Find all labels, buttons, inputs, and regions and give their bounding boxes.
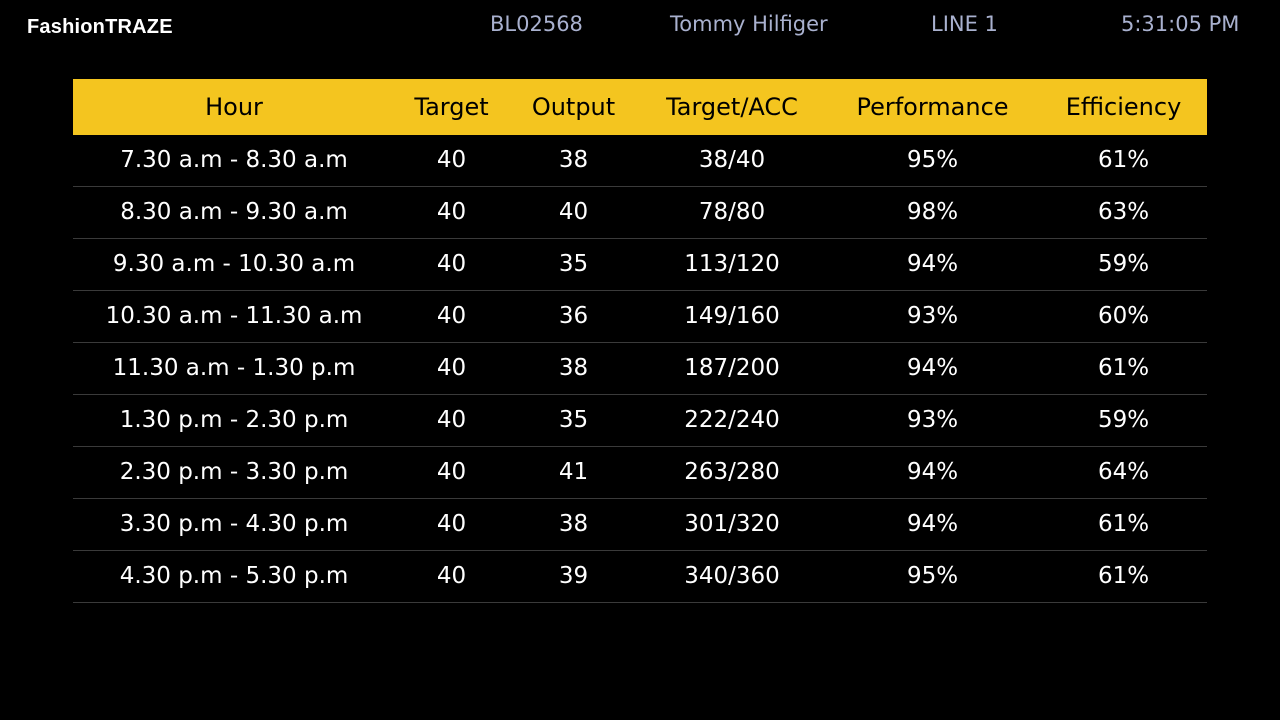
- cell-performance: 98%: [906, 199, 959, 225]
- table-row: 3.30 p.m - 4.30 p.m 40 38 301/320 94% 61%: [73, 499, 1207, 551]
- column-header-efficiency: Efficiency: [1065, 93, 1182, 121]
- cell-target-acc: 113/120: [684, 251, 780, 277]
- cell-target: 40: [436, 251, 467, 277]
- cell-output: 35: [558, 251, 589, 277]
- table-body: 7.30 a.m - 8.30 a.m 40 38 38/40 95% 61% 8.30 a…: [73, 135, 1207, 603]
- top-bar: FashionTRAZE BL02568 Tommy Hilfiger LINE…: [0, 0, 1280, 56]
- table-row: 2.30 p.m - 3.30 p.m 40 41 263/280 94% 64%: [73, 447, 1207, 499]
- cell-efficiency: 60%: [1097, 303, 1150, 329]
- table-row: 4.30 p.m - 5.30 p.m 40 39 340/360 95% 61%: [73, 551, 1207, 603]
- cell-performance: 94%: [906, 459, 959, 485]
- table-row: 10.30 a.m - 11.30 a.m 40 36 149/160 93% 60%: [73, 291, 1207, 343]
- table-row: 8.30 a.m - 9.30 a.m 40 40 78/80 98% 63%: [73, 187, 1207, 239]
- buyer-name: Tommy Hilfiger: [670, 12, 828, 36]
- cell-hour: 8.30 a.m - 9.30 a.m: [120, 199, 348, 225]
- cell-output: 36: [558, 303, 589, 329]
- hourly-production-table: Hour Target Output Target/ACC Performanc…: [73, 79, 1207, 603]
- column-header-target-acc: Target/ACC: [666, 93, 798, 121]
- column-header-performance: Performance: [856, 93, 1009, 121]
- column-header-output: Output: [531, 93, 616, 121]
- cell-target: 40: [436, 459, 467, 485]
- cell-hour: 2.30 p.m - 3.30 p.m: [119, 459, 349, 485]
- cell-performance: 93%: [906, 303, 959, 329]
- cell-target-acc: 222/240: [684, 407, 780, 433]
- cell-efficiency: 64%: [1097, 459, 1150, 485]
- table-row: 9.30 a.m - 10.30 a.m 40 35 113/120 94% 59%: [73, 239, 1207, 291]
- cell-target: 40: [436, 407, 467, 433]
- cell-efficiency: 61%: [1097, 511, 1150, 537]
- cell-target-acc: 263/280: [684, 459, 780, 485]
- cell-target: 40: [436, 303, 467, 329]
- cell-target: 40: [436, 511, 467, 537]
- cell-hour: 7.30 a.m - 8.30 a.m: [120, 147, 348, 173]
- table-row: 11.30 a.m - 1.30 p.m 40 38 187/200 94% 61%: [73, 343, 1207, 395]
- cell-target-acc: 187/200: [684, 355, 780, 381]
- table-row: 1.30 p.m - 2.30 p.m 40 35 222/240 93% 59%: [73, 395, 1207, 447]
- cell-output: 41: [558, 459, 589, 485]
- cell-target: 40: [436, 563, 467, 589]
- cell-performance: 94%: [906, 251, 959, 277]
- cell-target: 40: [436, 147, 467, 173]
- cell-output: 38: [558, 511, 589, 537]
- cell-output: 39: [558, 563, 589, 589]
- cell-efficiency: 63%: [1097, 199, 1150, 225]
- cell-efficiency: 59%: [1097, 251, 1150, 277]
- cell-target: 40: [436, 199, 467, 225]
- cell-efficiency: 61%: [1097, 147, 1150, 173]
- cell-output: 38: [558, 355, 589, 381]
- cell-performance: 95%: [906, 147, 959, 173]
- table-row: 7.30 a.m - 8.30 a.m 40 38 38/40 95% 61%: [73, 135, 1207, 187]
- cell-output: 40: [558, 199, 589, 225]
- order-number: BL02568: [490, 12, 583, 36]
- cell-hour: 3.30 p.m - 4.30 p.m: [119, 511, 349, 537]
- brand-logo: FashionTRAZE: [27, 16, 173, 38]
- cell-hour: 9.30 a.m - 10.30 a.m: [112, 251, 356, 277]
- cell-performance: 94%: [906, 355, 959, 381]
- cell-target-acc: 340/360: [684, 563, 780, 589]
- cell-target-acc: 149/160: [684, 303, 780, 329]
- column-header-target: Target: [414, 93, 489, 121]
- cell-hour: 11.30 a.m - 1.30 p.m: [112, 355, 356, 381]
- cell-output: 35: [558, 407, 589, 433]
- cell-hour: 4.30 p.m - 5.30 p.m: [119, 563, 349, 589]
- cell-target-acc: 301/320: [684, 511, 780, 537]
- cell-target-acc: 38/40: [698, 147, 766, 173]
- cell-output: 38: [558, 147, 589, 173]
- cell-hour: 1.30 p.m - 2.30 p.m: [119, 407, 349, 433]
- column-header-hour: Hour: [205, 93, 263, 121]
- cell-efficiency: 59%: [1097, 407, 1150, 433]
- cell-efficiency: 61%: [1097, 563, 1150, 589]
- line-label: LINE 1: [931, 12, 998, 36]
- cell-hour: 10.30 a.m - 11.30 a.m: [105, 303, 363, 329]
- cell-target-acc: 78/80: [698, 199, 766, 225]
- cell-efficiency: 61%: [1097, 355, 1150, 381]
- table-header: Hour Target Output Target/ACC Performanc…: [73, 79, 1207, 135]
- clock: 5:31:05 PM: [1121, 12, 1240, 36]
- cell-performance: 94%: [906, 511, 959, 537]
- cell-performance: 95%: [906, 563, 959, 589]
- cell-target: 40: [436, 355, 467, 381]
- cell-performance: 93%: [906, 407, 959, 433]
